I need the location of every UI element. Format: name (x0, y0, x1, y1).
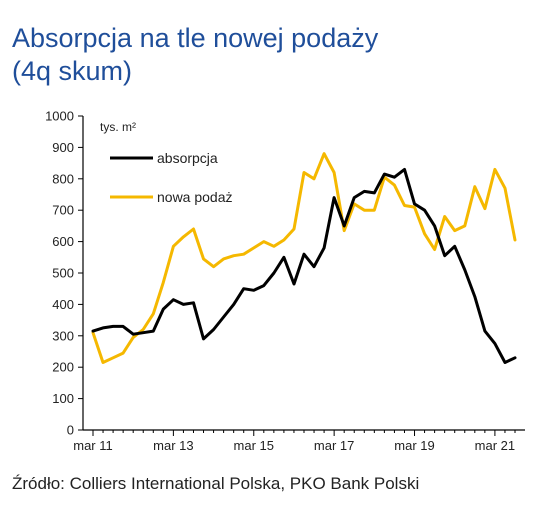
x-tick-label: mar 17 (314, 438, 354, 453)
chart-axes: 0 100 200 300 400 500 600 700 800 900 1000 mar 11 ma… (45, 109, 525, 453)
y-tick-label: 100 (52, 391, 74, 406)
x-tick-label: mar 19 (394, 438, 434, 453)
x-tick-label: mar 11 (73, 438, 113, 453)
x-tick-label: mar 21 (475, 438, 515, 453)
y-tick-label: 700 (52, 203, 74, 218)
y-tick-label: 900 (52, 140, 74, 155)
x-tick-label: mar 15 (234, 438, 274, 453)
y-tick-label: 300 (52, 328, 74, 343)
x-tick-label: mar 13 (153, 438, 193, 453)
chart-title-line1: Absorpcja na tle nowej podaży (12, 23, 379, 53)
chart-title: Absorpcja na tle nowej podaży (4q skum) (12, 22, 542, 88)
chart-series (91, 152, 517, 364)
y-tick-label: 800 (52, 171, 74, 186)
y-unit-label: tys. m² (100, 120, 136, 134)
y-tick-label: 400 (52, 297, 74, 312)
chart-title-line2: (4q skum) (12, 56, 133, 86)
y-tick-label: 1000 (45, 109, 74, 124)
legend-label: absorpcja (157, 150, 218, 166)
legend-label: nowa podaż (157, 189, 233, 205)
source-note: Źródło: Colliers International Polska, P… (12, 474, 420, 493)
y-tick-label: 0 (67, 423, 74, 438)
y-tick-label: 500 (52, 266, 74, 281)
chart-legend: absorpcja nowa podaż (110, 150, 233, 205)
y-tick-label: 200 (52, 360, 74, 375)
y-tick-label: 600 (52, 234, 74, 249)
